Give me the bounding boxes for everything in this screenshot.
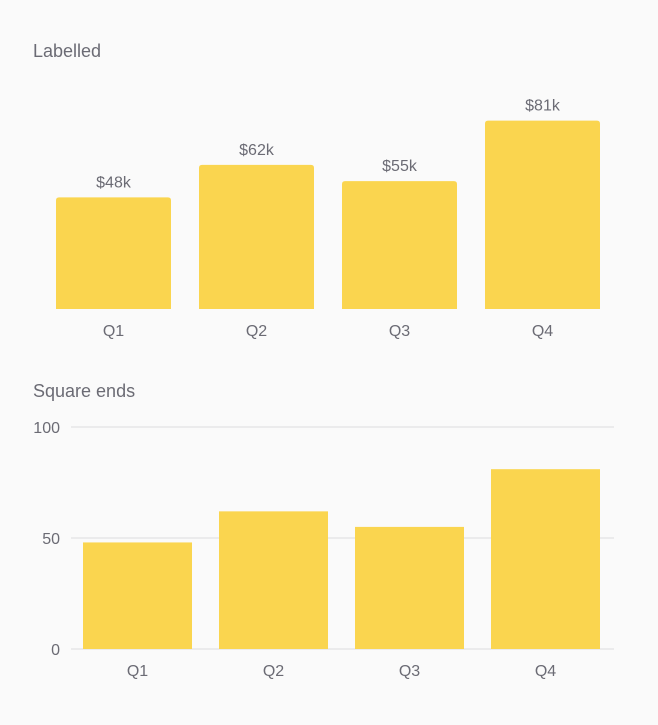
x-tick-label-q3: Q3 xyxy=(389,323,410,340)
value-label-q2: $62k xyxy=(239,142,275,159)
square-bar-q4 xyxy=(491,469,600,649)
y-tick-label-0: 0 xyxy=(51,642,60,659)
square-bar-q3 xyxy=(355,526,464,649)
x-tick-label-q1: Q1 xyxy=(103,323,124,340)
x-tick-label-q4: Q4 xyxy=(532,323,553,340)
value-label-q3: $55k xyxy=(382,158,418,175)
bar-q4 xyxy=(485,120,600,309)
value-label-q4: $81k xyxy=(525,98,561,115)
bar-q2 xyxy=(199,164,314,309)
value-label-q1: $48k xyxy=(96,174,132,191)
square-bar-q1 xyxy=(83,542,192,649)
labelled-bar-chart: Labelled $48k $62k $55k $81k Q1 Q2 Q3 Q4 xyxy=(33,41,600,340)
bar-q3 xyxy=(342,181,457,309)
x-tick-label-q2: Q2 xyxy=(263,663,284,680)
x-tick-label-q4: Q4 xyxy=(535,663,556,680)
chart-title-labelled: Labelled xyxy=(33,41,101,61)
chart1-value-labels: $48k $62k $55k $81k xyxy=(96,98,561,192)
chart1-x-tick-labels: Q1 Q2 Q3 Q4 xyxy=(103,323,553,340)
chart2-bars xyxy=(83,469,600,649)
x-tick-label-q3: Q3 xyxy=(399,663,420,680)
y-tick-label-50: 50 xyxy=(42,531,60,548)
x-tick-label-q2: Q2 xyxy=(246,323,267,340)
square-bar-q2 xyxy=(219,511,328,649)
square-ends-bar-chart: Square ends 0 50 100 Q1 Q2 Q3 Q4 xyxy=(33,381,614,680)
y-tick-label-100: 100 xyxy=(33,420,60,437)
x-tick-label-q1: Q1 xyxy=(127,663,148,680)
bar-q1 xyxy=(56,197,171,309)
chart-title-square-ends: Square ends xyxy=(33,381,135,401)
chart1-bars xyxy=(56,120,600,309)
chart2-x-tick-labels: Q1 Q2 Q3 Q4 xyxy=(127,663,556,680)
chart2-y-tick-labels: 0 50 100 xyxy=(33,420,60,659)
